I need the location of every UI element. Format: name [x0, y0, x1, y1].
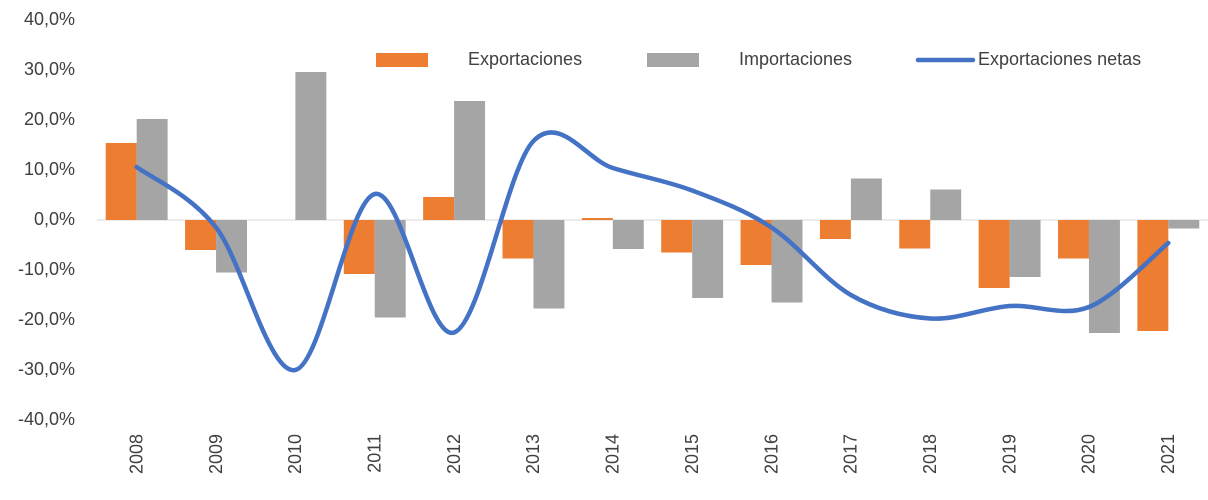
- y-tick-label: 0,0%: [34, 209, 75, 229]
- legend-label: Exportaciones netas: [978, 49, 1141, 69]
- bar: [185, 220, 217, 250]
- y-tick-label: 20,0%: [24, 109, 75, 129]
- bar: [502, 220, 534, 259]
- y-tick-label: -10,0%: [18, 259, 75, 279]
- x-tick-label: 2021: [1158, 434, 1178, 474]
- y-tick-label: 10,0%: [24, 159, 75, 179]
- x-tick-label: 2016: [761, 434, 781, 474]
- x-tick-label: 2015: [682, 434, 702, 474]
- x-tick-label: 2019: [999, 434, 1019, 474]
- bar: [612, 220, 644, 249]
- bar: [1009, 220, 1041, 277]
- y-tick-label: -30,0%: [18, 359, 75, 379]
- bar: [216, 220, 247, 273]
- y-tick-label: 30,0%: [24, 59, 75, 79]
- x-tick-label: 2017: [841, 434, 861, 474]
- bar: [740, 220, 772, 265]
- bar: [533, 220, 565, 309]
- bar: [423, 197, 455, 220]
- bar: [978, 220, 1010, 288]
- bar: [343, 220, 375, 274]
- bar: [850, 178, 882, 220]
- x-tick-label: 2011: [365, 434, 385, 473]
- y-tick-label: -20,0%: [18, 309, 75, 329]
- bar: [1088, 220, 1120, 333]
- bar: [295, 72, 327, 220]
- bar: [692, 220, 724, 298]
- x-tick-label: 2020: [1079, 434, 1099, 474]
- line: [134, 130, 1171, 373]
- bar: [1058, 220, 1089, 259]
- x-tick-label: 2012: [444, 434, 464, 474]
- legend-swatch: [647, 53, 699, 67]
- bar: [374, 220, 406, 318]
- bar: [1137, 220, 1169, 331]
- x-tick-label: 2013: [523, 434, 543, 474]
- x-tick-label: 2009: [206, 434, 226, 474]
- x-tick-label: 2008: [126, 434, 146, 474]
- bar: [581, 218, 613, 220]
- x-tick-label: 2018: [920, 434, 940, 474]
- bar: [899, 220, 931, 249]
- bar: [105, 143, 137, 220]
- x-tick-label: 2014: [603, 434, 623, 474]
- bar: [661, 220, 693, 253]
- bar: [1168, 220, 1200, 229]
- legend-swatch: [376, 53, 428, 67]
- legend-label: Importaciones: [739, 49, 852, 69]
- y-tick-label: 40,0%: [24, 9, 75, 29]
- bar: [930, 189, 962, 220]
- bar: [454, 101, 486, 220]
- x-tick-label: 2010: [285, 434, 305, 474]
- legend-label: Exportaciones: [468, 49, 582, 69]
- bar: [819, 220, 851, 239]
- y-tick-label: -40,0%: [18, 409, 75, 429]
